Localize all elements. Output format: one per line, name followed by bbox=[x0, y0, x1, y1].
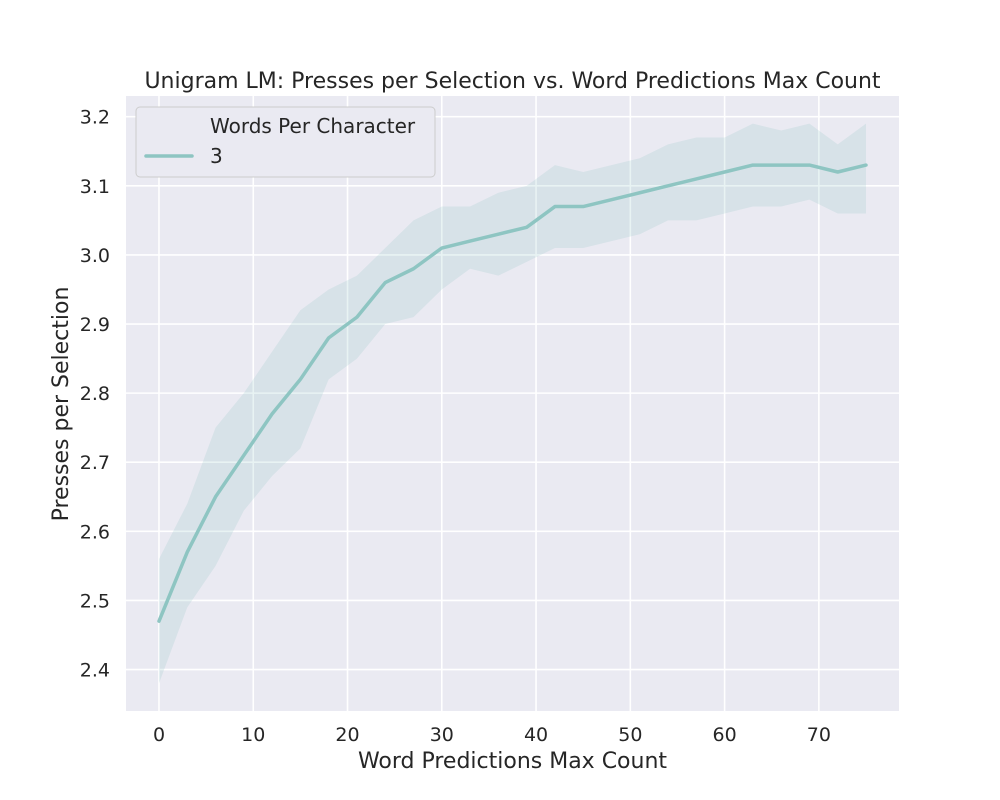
y-tick-label: 2.6 bbox=[80, 521, 110, 543]
chart-title: Unigram LM: Presses per Selection vs. Wo… bbox=[144, 69, 880, 94]
series-line-layer bbox=[157, 163, 868, 623]
legend-title: Words Per Character bbox=[210, 114, 416, 138]
y-tick-label: 2.9 bbox=[80, 314, 110, 336]
x-axis-label: Word Predictions Max Count bbox=[358, 749, 667, 774]
y-axis-label: Presses per Selection bbox=[49, 287, 74, 522]
x-tick-label: 10 bbox=[241, 724, 265, 746]
legend: Words Per Character 3 bbox=[135, 106, 436, 178]
grid-lines bbox=[126, 96, 899, 711]
y-tick-label: 2.4 bbox=[80, 660, 110, 682]
series-line bbox=[157, 163, 868, 623]
y-tick-label: 3.1 bbox=[80, 176, 110, 198]
x-tick-label: 30 bbox=[430, 724, 454, 746]
plot-background bbox=[126, 96, 899, 711]
legend-box bbox=[135, 106, 436, 178]
x-tick-label: 60 bbox=[713, 724, 737, 746]
y-tick-label: 2.5 bbox=[80, 590, 110, 612]
legend-entry-label: 3 bbox=[210, 144, 223, 168]
y-tick-label: 3.0 bbox=[80, 245, 110, 267]
confidence-band-layer bbox=[158, 123, 867, 684]
x-tick-label: 0 bbox=[153, 724, 165, 746]
x-tick-labels: 0 10 20 30 40 50 60 70 bbox=[153, 724, 831, 746]
x-tick-label: 20 bbox=[335, 724, 359, 746]
y-tick-label: 2.8 bbox=[80, 383, 110, 405]
y-tick-labels: 2.4 2.5 2.6 2.7 2.8 2.9 3.0 3.1 3.2 bbox=[80, 107, 110, 682]
confidence-band bbox=[158, 123, 867, 684]
y-tick-label: 3.2 bbox=[80, 107, 110, 129]
x-tick-label: 40 bbox=[524, 724, 548, 746]
x-tick-label: 70 bbox=[807, 724, 831, 746]
y-tick-label: 2.7 bbox=[80, 452, 110, 474]
x-tick-label: 50 bbox=[618, 724, 642, 746]
